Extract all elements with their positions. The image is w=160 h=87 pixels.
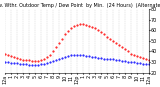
Title: Milw. Wthr. Outdoor Temp / Dew Point  by Min.  (24 Hours)  (Alternate): Milw. Wthr. Outdoor Temp / Dew Point by … [0, 3, 160, 8]
